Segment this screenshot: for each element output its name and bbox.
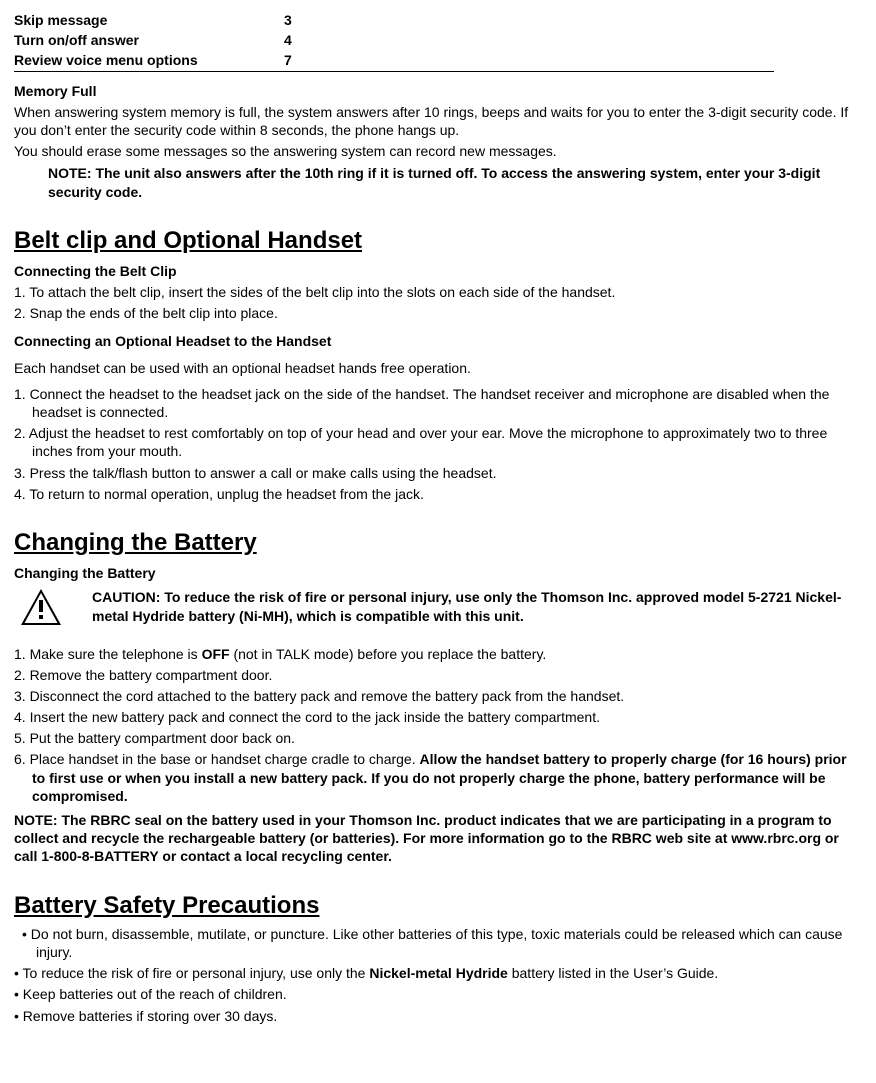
menu-label: Skip message: [14, 10, 284, 30]
step: 2. Snap the ends of the belt clip into p…: [14, 304, 862, 322]
voice-menu-table: Skip message 3 Turn on/off answer 4 Revi…: [14, 10, 774, 72]
text: battery listed in the User’s Guide.: [508, 965, 718, 981]
text: 6. Place handset in the base or handset …: [14, 751, 420, 767]
text-bold: Nickel-metal Hydride: [369, 965, 508, 981]
text: 1. Make sure the telephone is: [14, 646, 202, 662]
table-row: Skip message 3: [14, 10, 774, 30]
menu-key: 7: [284, 50, 354, 71]
menu-label: Review voice menu options: [14, 50, 284, 71]
menu-key: 3: [284, 10, 354, 30]
menu-label: Turn on/off answer: [14, 30, 284, 50]
caution-block: CAUTION: To reduce the risk of fire or p…: [14, 588, 862, 630]
caution-text: CAUTION: To reduce the risk of fire or p…: [92, 588, 862, 624]
text: • To reduce the risk of fire or personal…: [14, 965, 369, 981]
bullet: • Keep batteries out of the reach of chi…: [14, 985, 862, 1003]
subheading: Connecting the Belt Clip: [14, 262, 862, 280]
memory-full-heading: Memory Full: [14, 82, 862, 100]
paragraph: Each handset can be used with an optiona…: [14, 359, 862, 377]
step: 3. Press the talk/flash button to answer…: [14, 464, 862, 482]
table-row: Turn on/off answer 4: [14, 30, 774, 50]
step: 4. To return to normal operation, unplug…: [14, 485, 862, 503]
warning-icon: [20, 588, 62, 630]
step: 1. Connect the headset to the headset ja…: [14, 385, 862, 421]
paragraph: When answering system memory is full, th…: [14, 103, 862, 139]
subheading: Connecting an Optional Headset to the Ha…: [14, 332, 862, 350]
bullet: • Remove batteries if storing over 30 da…: [14, 1007, 862, 1025]
table-row: Review voice menu options 7: [14, 50, 774, 71]
bullet: • To reduce the risk of fire or personal…: [14, 964, 862, 982]
note-text: NOTE: The RBRC seal on the battery used …: [14, 811, 862, 866]
step: 1. To attach the belt clip, insert the s…: [14, 283, 862, 301]
text: (not in TALK mode) before you replace th…: [230, 646, 547, 662]
bullet: • Do not burn, disassemble, mutilate, or…: [14, 925, 862, 961]
step: 5. Put the battery compartment door back…: [14, 729, 862, 747]
section-heading-battery: Changing the Battery: [14, 527, 862, 558]
menu-key: 4: [284, 30, 354, 50]
paragraph: You should erase some messages so the an…: [14, 142, 862, 160]
step: 2. Adjust the headset to rest comfortabl…: [14, 424, 862, 460]
subheading: Changing the Battery: [14, 564, 862, 582]
step: 4. Insert the new battery pack and conne…: [14, 708, 862, 726]
step: 6. Place handset in the base or handset …: [14, 750, 862, 805]
step: 1. Make sure the telephone is OFF (not i…: [14, 645, 862, 663]
note-text: NOTE: The unit also answers after the 10…: [48, 164, 862, 200]
section-heading-belt-clip: Belt clip and Optional Handset: [14, 225, 862, 256]
section-heading-safety: Battery Safety Precautions: [14, 890, 862, 921]
step: 2. Remove the battery compartment door.: [14, 666, 862, 684]
step: 3. Disconnect the cord attached to the b…: [14, 687, 862, 705]
text-bold: OFF: [202, 646, 230, 662]
